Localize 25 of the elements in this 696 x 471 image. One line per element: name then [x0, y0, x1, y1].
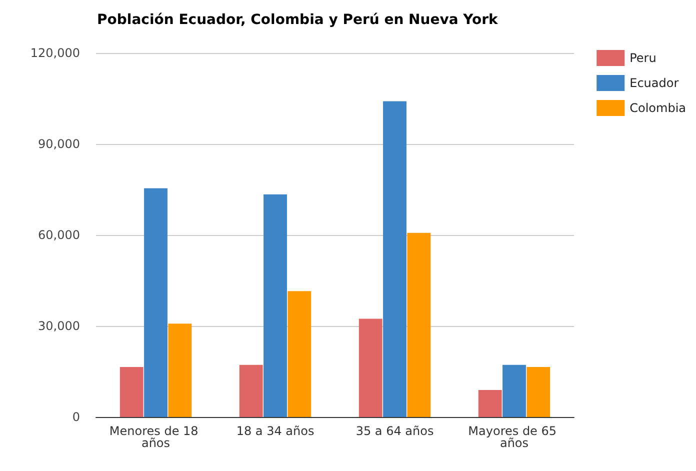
bar [383, 101, 406, 417]
bar [168, 324, 192, 417]
y-tick-label: 30,000 [38, 319, 80, 333]
bar [526, 366, 550, 417]
chart-title: Población Ecuador, Colombia y Perú en Nueva York [97, 12, 499, 28]
x-tick-label: Menores de 18 años [109, 424, 202, 450]
bar [478, 390, 502, 417]
bar [288, 291, 312, 417]
legend-label: Ecuador [630, 76, 679, 90]
bar [120, 366, 144, 417]
y-tick-label: 90,000 [38, 137, 80, 151]
bar [144, 188, 168, 417]
bar [407, 232, 431, 417]
bar [358, 318, 382, 417]
legend-label: Peru [630, 51, 656, 65]
y-tick-label: 0 [72, 410, 80, 424]
legend-label: Colombia [630, 101, 686, 115]
bar [239, 364, 263, 417]
bar [502, 364, 526, 417]
x-tick-label: 35 a 64 años [356, 424, 434, 438]
x-tick-label: 18 a 34 años [236, 424, 314, 438]
bar [264, 194, 287, 417]
y-tick-label: 60,000 [38, 228, 80, 242]
y-tick-label: 120,000 [30, 46, 80, 60]
x-tick-label: Mayores de 65 años [468, 424, 560, 450]
